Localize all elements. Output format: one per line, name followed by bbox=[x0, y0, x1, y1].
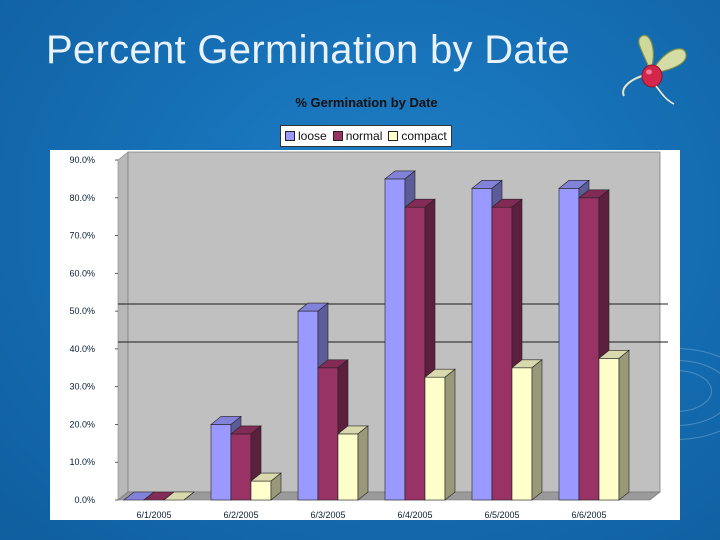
bar-side-compact-0 bbox=[183, 491, 195, 501]
x-tick-label: 6/2/2005 bbox=[223, 510, 258, 520]
x-tick-label: 6/1/2005 bbox=[136, 510, 171, 520]
y-tick-label: 70.0% bbox=[69, 231, 95, 241]
bar-side-compact-3 bbox=[444, 368, 456, 501]
bar-compact-4 bbox=[511, 367, 533, 501]
y-tick-label: 90.0% bbox=[69, 155, 95, 165]
slide-title: Percent Germination by Date bbox=[46, 28, 570, 72]
y-tick-label: 30.0% bbox=[69, 382, 95, 392]
bar-normal-4 bbox=[491, 206, 513, 501]
chart-legend: loose normal compact bbox=[280, 125, 452, 147]
y-tick-label: 10.0% bbox=[69, 457, 95, 467]
legend-swatch-compact bbox=[388, 131, 399, 141]
y-tick-label: 20.0% bbox=[69, 419, 95, 429]
legend-label-loose: loose bbox=[298, 129, 327, 143]
x-tick-label: 6/6/2005 bbox=[571, 510, 606, 520]
bar-compact-2 bbox=[337, 433, 359, 501]
x-tick-label: 6/4/2005 bbox=[397, 510, 432, 520]
chart-title: % Germination by Date bbox=[295, 95, 438, 110]
bar-normal-1 bbox=[230, 433, 252, 501]
legend-item-normal: normal bbox=[332, 129, 383, 143]
bar-compact-5 bbox=[598, 358, 620, 501]
bar-normal-2 bbox=[317, 367, 339, 501]
legend-swatch-normal bbox=[332, 131, 343, 141]
bar-side-compact-4 bbox=[531, 359, 543, 501]
plot-side-wall bbox=[117, 151, 129, 501]
radish-logo bbox=[622, 34, 687, 105]
legend-item-compact: compact bbox=[388, 129, 447, 143]
y-tick-label: 0.0% bbox=[74, 495, 95, 505]
legend-item-loose: loose bbox=[285, 129, 327, 143]
bar-normal-3 bbox=[404, 206, 426, 501]
y-tick-label: 80.0% bbox=[69, 193, 95, 203]
bar-loose-4 bbox=[471, 188, 493, 501]
y-tick-label: 50.0% bbox=[69, 306, 95, 316]
bar-loose-3 bbox=[384, 178, 406, 501]
bar-normal-5 bbox=[578, 197, 600, 501]
bar-loose-1 bbox=[210, 424, 232, 501]
bar-side-compact-5 bbox=[618, 349, 630, 501]
x-tick-label: 6/5/2005 bbox=[484, 510, 519, 520]
legend-label-normal: normal bbox=[345, 129, 383, 143]
bar-side-compact-1 bbox=[270, 472, 282, 501]
bar-loose-2 bbox=[297, 310, 319, 501]
y-tick-label: 60.0% bbox=[69, 268, 95, 278]
bar-compact-1 bbox=[250, 480, 272, 501]
bar-compact-3 bbox=[424, 376, 446, 501]
bar-side-compact-2 bbox=[357, 425, 369, 501]
y-tick-label: 40.0% bbox=[69, 344, 95, 354]
legend-swatch-loose bbox=[285, 131, 295, 141]
legend-label-compact: compact bbox=[401, 129, 447, 143]
bar-loose-5 bbox=[558, 188, 580, 501]
x-tick-label: 6/3/2005 bbox=[310, 510, 345, 520]
